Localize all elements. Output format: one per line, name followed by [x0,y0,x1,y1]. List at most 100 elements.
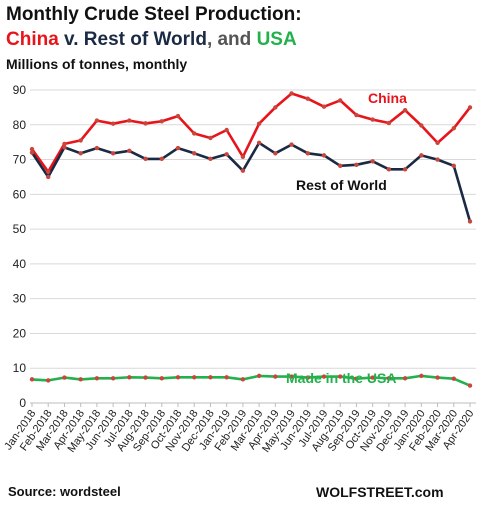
data-point [338,163,343,169]
data-point [256,373,262,379]
data-point [370,159,375,164]
annotations: China Rest of World Made in the USA [286,90,407,386]
data-point [354,162,359,167]
annotation-made-in-usa: Made in the USA [286,370,396,386]
data-point [419,123,424,128]
data-point [354,376,359,381]
data-point [402,376,408,381]
data-point [29,377,35,382]
data-point [386,167,392,172]
data-point [224,152,229,157]
chart-title: Monthly Crude Steel Production: [6,4,302,25]
subtitle-row: Rest of World [83,29,207,50]
data-point [338,374,343,379]
data-point [78,377,83,382]
data-point [370,375,375,380]
data-point [354,112,359,118]
data-point [451,163,456,169]
y-tick-label: 10 [13,361,27,375]
annotation-rest-of-world: Rest of World [296,177,387,193]
data-point [62,145,67,150]
data-point [451,376,456,381]
data-point [143,121,148,126]
gridlines [30,89,476,404]
data-point [273,374,278,379]
data-point [127,148,132,154]
data-point [143,156,148,162]
data-point [46,169,51,174]
data-point [110,151,116,156]
annotation-china: China [368,90,407,106]
data-point [29,150,35,155]
data-point [159,376,164,381]
data-point [94,118,100,123]
data-point [467,105,473,110]
data-point [305,151,310,156]
x-tick-labels: Jan-2018Feb-2018Mar-2018Apr-2018May-2018… [2,403,476,455]
data-point [273,151,278,156]
y-tick-label: 0 [19,396,26,410]
data-point [451,126,456,131]
data-point [467,219,473,224]
data-point [159,119,164,124]
data-point [208,135,213,141]
data-point [289,142,294,147]
y-tick-label: 50 [13,222,27,236]
data-point [305,96,310,101]
data-point [289,91,294,96]
series-line-rest-of-world [30,141,472,223]
data-point [321,104,327,109]
data-point [435,375,440,380]
y-tick-label: 60 [13,187,27,201]
data-point [62,375,67,380]
data-point [467,383,473,388]
data-point [159,156,164,162]
data-point [338,98,343,103]
data-point [175,113,181,119]
data-point [370,117,375,122]
data-point [110,376,116,381]
data-point [208,156,213,162]
data-point [127,118,132,123]
data-point [419,373,424,379]
data-point [402,107,408,113]
subtitle-v: v. [58,29,84,50]
data-point [175,145,181,151]
data-point [419,153,424,158]
y-tick-label: 90 [13,83,27,97]
y-tick-label: 70 [13,153,27,167]
data-point [62,141,67,147]
y-tick-label: 40 [13,257,27,271]
data-point [321,374,327,379]
data-point [321,153,327,158]
data-point [110,121,116,126]
source-label: Source: wordsteel [8,484,121,499]
series-line-china [30,92,472,173]
data-point [224,375,229,380]
data-point [435,140,440,146]
units-label: Millions of tonnes, monthly [6,56,188,72]
data-point [46,378,51,383]
chart-subtitle: China v. Rest of World, and USA [6,29,297,51]
y-tick-labels: 0 10 20 30 40 50 60 70 80 90 [13,83,27,410]
subtitle-and: , and [206,29,257,50]
y-tick-label: 80 [13,118,27,132]
data-point [29,146,35,152]
series-lines [30,92,472,387]
brand-label: WOLFSTREET.com [316,484,444,500]
data-point [192,375,197,380]
data-point [305,375,310,380]
subtitle-china: China [6,29,59,50]
y-tick-label: 20 [13,326,27,340]
data-point [208,375,213,380]
data-point [46,174,51,180]
data-point [94,145,100,151]
data-point [240,168,246,173]
data-point [192,151,197,156]
data-point [94,376,100,381]
data-point [78,138,83,143]
data-point [175,375,181,380]
data-point [127,375,132,380]
data-point [192,131,197,136]
